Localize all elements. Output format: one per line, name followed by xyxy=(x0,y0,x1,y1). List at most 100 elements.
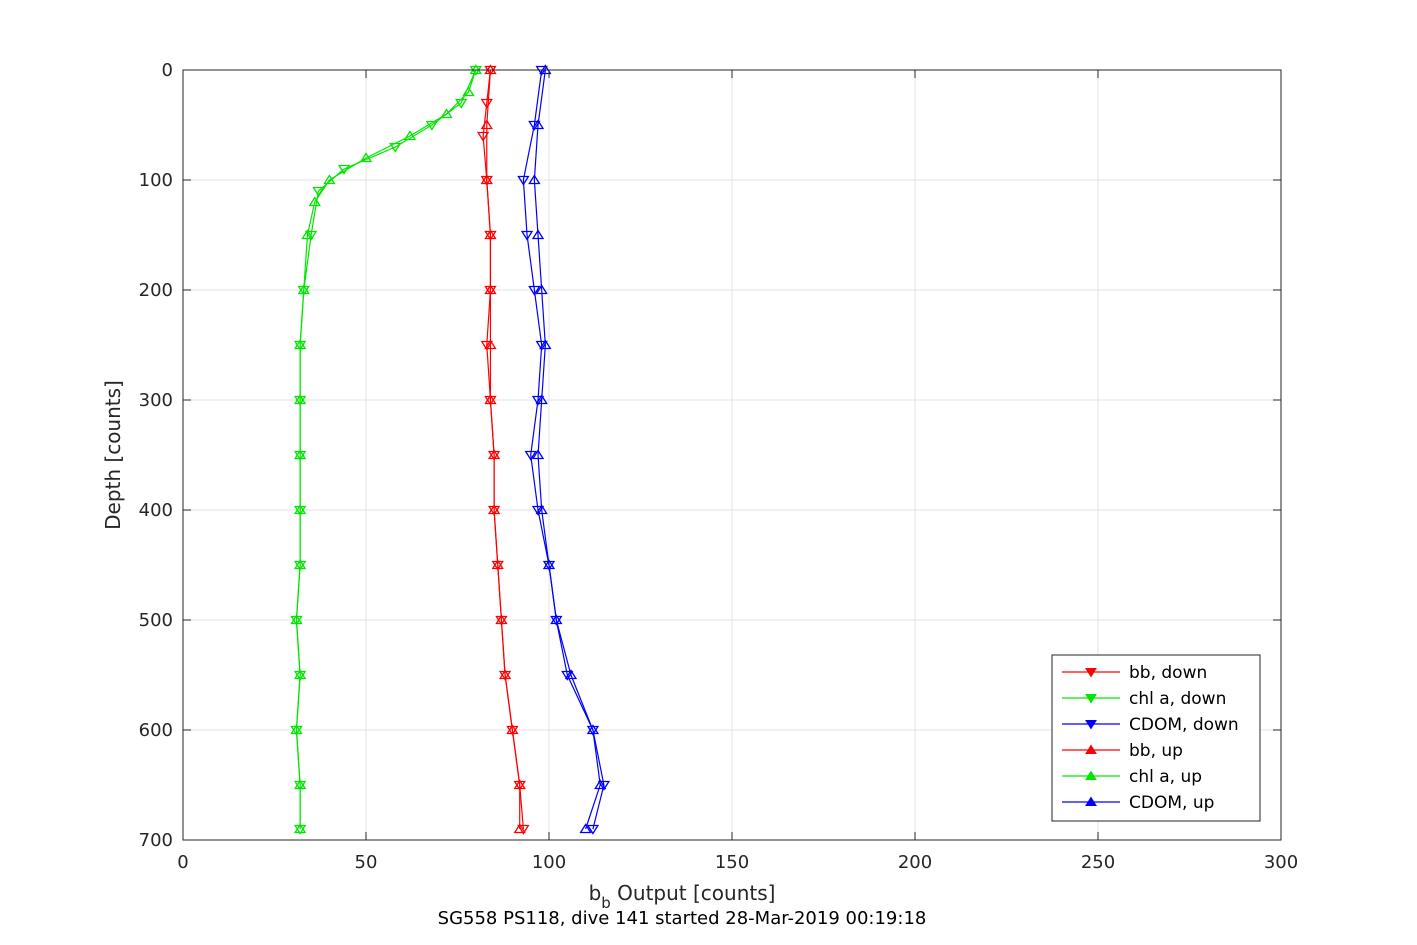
ticks: 0 50 100 150 200 250 300 0 100 200 300 400 500 600 700 xyxy=(139,60,1299,873)
data-point xyxy=(535,504,548,515)
data-point xyxy=(487,504,501,515)
series-5 xyxy=(528,64,607,834)
data-point xyxy=(290,614,303,625)
y-axis-label: Depth [counts] xyxy=(101,380,125,530)
data-point xyxy=(513,823,526,834)
series-line xyxy=(522,69,605,830)
data-point xyxy=(487,449,501,460)
x-tick-label: 200 xyxy=(898,852,932,873)
data-point xyxy=(476,131,490,142)
legend-marker xyxy=(1085,744,1097,754)
data-point xyxy=(293,559,307,570)
data-point xyxy=(550,614,563,625)
data-point xyxy=(524,450,537,461)
legend-marker xyxy=(1085,694,1097,704)
data-point xyxy=(480,119,493,130)
x-tick-label: 0 xyxy=(177,852,188,873)
data-point xyxy=(293,823,307,834)
data-point xyxy=(586,824,600,835)
legend-item: bb, down xyxy=(1062,663,1207,683)
data-point xyxy=(425,120,439,131)
data-point xyxy=(480,340,493,351)
x-tick-label: 250 xyxy=(1081,852,1115,873)
y-tick-label: 700 xyxy=(139,830,173,851)
data-point xyxy=(520,230,534,241)
series-4 xyxy=(290,64,482,834)
data-point xyxy=(535,340,548,351)
x-tick-label: 300 xyxy=(1264,852,1298,873)
legend-box xyxy=(1051,654,1261,822)
data-point xyxy=(480,98,493,109)
data-point xyxy=(498,669,512,680)
data-point xyxy=(495,614,508,625)
data-point xyxy=(484,229,497,240)
data-point xyxy=(484,339,497,350)
legend-item: chl a, down xyxy=(1062,689,1226,709)
data-point xyxy=(462,86,475,97)
y-tick-label: 300 xyxy=(139,390,173,411)
x-axis-label-subscript: b xyxy=(601,894,611,912)
data-point xyxy=(531,449,545,460)
legend-label: chl a, down xyxy=(1129,689,1226,709)
x-tick-label: 150 xyxy=(715,852,749,873)
legend-item: CDOM, down xyxy=(1062,715,1239,735)
data-point xyxy=(359,152,373,163)
data-point xyxy=(297,284,310,295)
data-point xyxy=(542,559,556,570)
legend-marker xyxy=(1085,668,1097,678)
data-point xyxy=(293,504,307,515)
data-point xyxy=(293,779,307,790)
legend-label: bb, up xyxy=(1129,741,1183,761)
data-point xyxy=(517,824,530,835)
data-point xyxy=(491,559,504,570)
data-point xyxy=(513,779,526,790)
legend-label: CDOM, down xyxy=(1129,715,1239,735)
data-point xyxy=(535,284,548,295)
legend-marker xyxy=(1085,720,1097,730)
legend: bb, down chl a, down CDOM, down bb, up chl a… xyxy=(1051,654,1261,822)
x-axis-label-main: b xyxy=(589,881,602,905)
data-point xyxy=(484,394,497,405)
data-point xyxy=(594,779,607,790)
data-point xyxy=(323,174,336,185)
legend-item: chl a, up xyxy=(1062,767,1202,787)
legend-label: CDOM, up xyxy=(1129,793,1214,813)
data-point xyxy=(293,669,307,680)
series-3 xyxy=(480,64,526,834)
data-point xyxy=(293,339,307,350)
x-axis-label: bb Output [counts] xyxy=(589,881,776,912)
data-point xyxy=(290,724,303,735)
legend-marker xyxy=(1085,796,1097,806)
data-point xyxy=(561,670,574,681)
data-point xyxy=(539,339,552,350)
y-tick-label: 600 xyxy=(139,720,173,741)
y-tick-label: 500 xyxy=(139,610,173,631)
plot-area xyxy=(290,64,611,835)
series-line xyxy=(486,69,521,829)
data-point xyxy=(586,724,600,735)
data-point xyxy=(579,823,592,834)
legend-item: CDOM, up xyxy=(1062,793,1214,813)
data-point xyxy=(528,174,541,185)
y-tick-label: 200 xyxy=(139,280,173,301)
data-point xyxy=(531,229,545,240)
x-tick-label: 50 xyxy=(355,852,378,873)
data-point xyxy=(531,505,545,516)
chart-caption: SG558 PS118, dive 141 started 28-Mar-201… xyxy=(438,908,927,929)
legend-item: bb, up xyxy=(1062,741,1183,761)
legend-label: chl a, up xyxy=(1129,767,1202,787)
data-point xyxy=(528,120,541,131)
data-point xyxy=(531,395,545,406)
legend-marker xyxy=(1085,770,1097,780)
legend-label: bb, down xyxy=(1129,663,1207,683)
data-point xyxy=(531,119,545,130)
data-point xyxy=(506,724,519,735)
data-point xyxy=(403,130,417,141)
data-point xyxy=(528,285,541,296)
data-point xyxy=(480,174,493,185)
data-point xyxy=(484,284,497,295)
series-line xyxy=(533,69,601,830)
y-tick-label: 0 xyxy=(162,60,173,81)
data-point xyxy=(304,230,318,241)
